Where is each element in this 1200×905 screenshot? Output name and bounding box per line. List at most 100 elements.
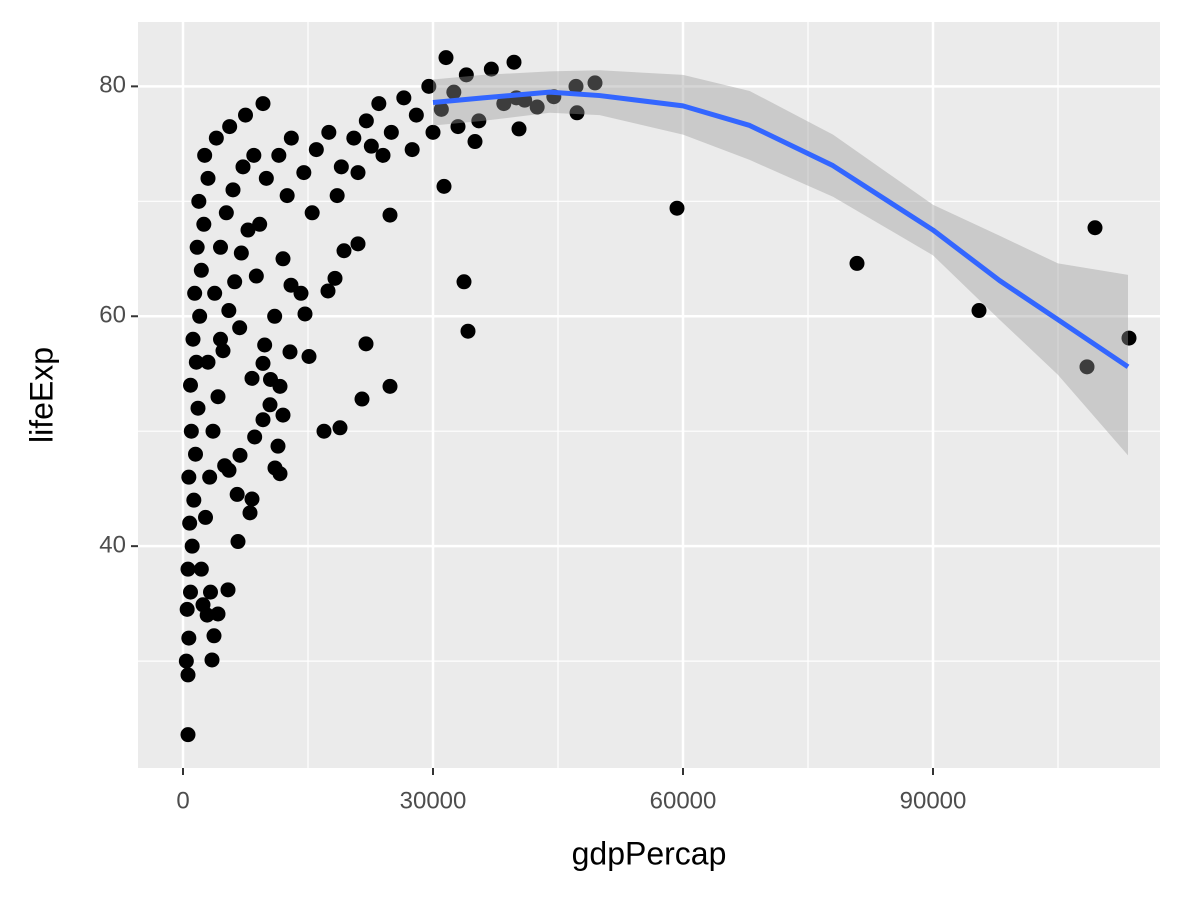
point — [196, 216, 212, 232]
point — [244, 491, 260, 507]
point — [336, 243, 352, 259]
point — [971, 303, 987, 319]
point — [225, 182, 241, 198]
point — [304, 205, 320, 221]
point — [849, 255, 865, 271]
y-tick-label: 40 — [99, 531, 126, 558]
point — [382, 207, 398, 223]
point — [200, 170, 216, 186]
point — [202, 469, 218, 485]
point — [183, 423, 199, 439]
x-tick-label: 30000 — [400, 787, 467, 814]
point — [255, 355, 271, 371]
point — [450, 119, 466, 135]
point — [197, 147, 213, 163]
point — [446, 84, 462, 100]
point — [506, 54, 522, 70]
point — [279, 188, 295, 204]
point — [396, 90, 412, 106]
x-tick-label: 90000 — [900, 787, 967, 814]
point — [222, 119, 238, 135]
point — [433, 101, 449, 117]
point — [458, 67, 474, 83]
point — [229, 486, 245, 502]
point — [189, 239, 205, 255]
point — [283, 130, 299, 146]
point — [270, 438, 286, 454]
point — [183, 377, 198, 393]
point — [587, 75, 603, 91]
point — [350, 165, 366, 181]
point — [282, 344, 298, 360]
point — [203, 584, 218, 600]
point — [188, 354, 204, 370]
point — [568, 78, 584, 94]
point — [244, 370, 260, 386]
point — [297, 306, 313, 322]
point — [230, 534, 246, 550]
y-axis-title: lifeExp — [23, 347, 59, 443]
point — [275, 251, 291, 267]
point — [232, 320, 248, 336]
point — [192, 308, 208, 324]
point — [275, 407, 291, 423]
point — [283, 277, 299, 293]
point — [471, 113, 487, 129]
point — [308, 142, 324, 158]
point — [271, 147, 287, 163]
x-tick-label: 0 — [176, 787, 189, 814]
point — [190, 400, 206, 416]
point — [301, 348, 317, 364]
point — [184, 538, 200, 554]
point — [257, 337, 273, 353]
marks — [178, 50, 1137, 743]
point — [408, 107, 424, 123]
point — [436, 178, 452, 194]
point — [193, 262, 209, 278]
point — [262, 397, 278, 413]
point — [188, 446, 203, 462]
point — [258, 170, 274, 186]
point — [215, 343, 231, 359]
point — [346, 130, 362, 146]
point — [204, 652, 220, 668]
x-axis-title: gdpPercap — [572, 835, 727, 871]
point — [1121, 330, 1137, 346]
point — [460, 323, 476, 339]
point — [227, 274, 243, 290]
point — [248, 268, 264, 284]
point — [332, 420, 348, 436]
confidence-ribbon — [433, 70, 1128, 456]
point — [404, 142, 420, 158]
point — [191, 193, 207, 209]
point — [569, 105, 585, 121]
point — [186, 492, 202, 508]
point — [179, 601, 195, 617]
smooth-line — [432, 89, 1130, 369]
point — [238, 107, 253, 123]
point — [375, 147, 391, 163]
point — [496, 96, 512, 112]
point — [233, 245, 249, 261]
point — [511, 121, 527, 137]
point — [232, 447, 248, 463]
point — [358, 336, 374, 352]
point — [421, 78, 437, 94]
point — [354, 391, 370, 407]
point — [329, 188, 345, 204]
point — [180, 667, 196, 683]
y-tick-label: 80 — [99, 72, 126, 99]
point — [316, 423, 332, 439]
point — [1079, 359, 1095, 375]
point — [438, 50, 454, 66]
point — [267, 460, 283, 476]
point — [180, 561, 196, 577]
point — [240, 222, 256, 238]
point — [217, 458, 233, 474]
point — [255, 412, 271, 428]
point — [1087, 220, 1103, 236]
point — [193, 561, 209, 577]
point — [382, 378, 398, 394]
